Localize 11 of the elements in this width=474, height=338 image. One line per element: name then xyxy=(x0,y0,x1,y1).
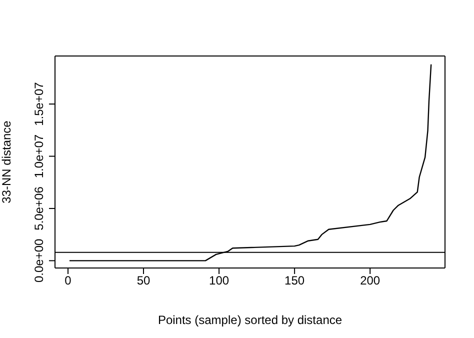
x-axis-title: Points (sample) sorted by distance xyxy=(158,313,342,327)
x-tick-label: 150 xyxy=(284,274,305,288)
y-tick-label: 0.0e+00 xyxy=(32,238,46,283)
x-tick-label: 100 xyxy=(209,274,230,288)
y-tick-label: 5.0e+06 xyxy=(32,186,46,230)
x-tick-label: 50 xyxy=(136,274,151,288)
y-tick-label: 1.0e+07 xyxy=(32,134,46,178)
y-axis-title: 33-NN distance xyxy=(0,120,14,204)
x-tick-label: 200 xyxy=(360,274,380,288)
y-tick-label: 1.5e+07 xyxy=(32,82,46,126)
x-tick-label: 0 xyxy=(64,274,72,288)
